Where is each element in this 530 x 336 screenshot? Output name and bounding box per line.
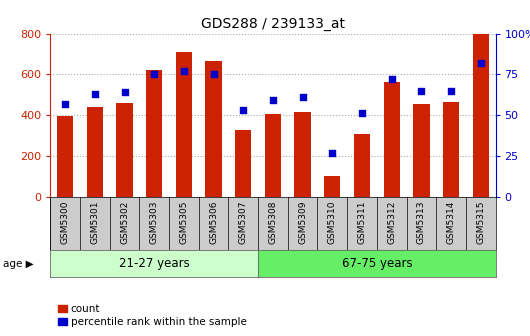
- Text: GSM5313: GSM5313: [417, 201, 426, 244]
- Point: [417, 88, 426, 93]
- Bar: [87, 107, 103, 197]
- Text: GSM5315: GSM5315: [476, 201, 485, 244]
- Title: GDS288 / 239133_at: GDS288 / 239133_at: [201, 17, 345, 31]
- Bar: [324, 176, 340, 197]
- Point: [269, 98, 277, 103]
- Point: [180, 69, 188, 74]
- Bar: [443, 102, 459, 197]
- Text: GSM5302: GSM5302: [120, 201, 129, 244]
- Bar: [473, 34, 489, 197]
- Point: [209, 72, 218, 77]
- Text: GSM5308: GSM5308: [269, 201, 277, 244]
- Point: [387, 77, 396, 82]
- Point: [447, 88, 455, 93]
- Bar: [384, 82, 400, 197]
- Text: GSM5307: GSM5307: [239, 201, 248, 244]
- Point: [358, 111, 366, 116]
- Text: 67-75 years: 67-75 years: [341, 257, 412, 270]
- Text: GSM5311: GSM5311: [358, 201, 366, 244]
- Point: [328, 150, 337, 155]
- Bar: [57, 116, 73, 197]
- Text: GSM5303: GSM5303: [150, 201, 158, 244]
- Text: age ▶: age ▶: [3, 259, 33, 269]
- Text: GSM5306: GSM5306: [209, 201, 218, 244]
- Bar: [413, 104, 429, 197]
- Bar: [206, 61, 222, 197]
- Bar: [354, 134, 370, 197]
- Text: GSM5314: GSM5314: [447, 201, 455, 244]
- Text: 21-27 years: 21-27 years: [119, 257, 190, 270]
- Bar: [117, 103, 132, 197]
- Point: [120, 90, 129, 95]
- Bar: [176, 52, 192, 197]
- Text: GSM5305: GSM5305: [180, 201, 188, 244]
- Point: [91, 91, 99, 96]
- Text: GSM5301: GSM5301: [91, 201, 99, 244]
- Text: GSM5300: GSM5300: [61, 201, 69, 244]
- Bar: [295, 112, 311, 197]
- Text: GSM5309: GSM5309: [298, 201, 307, 244]
- Legend: count, percentile rank within the sample: count, percentile rank within the sample: [58, 304, 246, 327]
- Bar: [265, 114, 281, 197]
- Text: GSM5310: GSM5310: [328, 201, 337, 244]
- Point: [476, 60, 485, 66]
- Point: [150, 72, 158, 77]
- Point: [61, 101, 69, 107]
- Bar: [146, 70, 162, 197]
- Point: [298, 94, 307, 100]
- Bar: [235, 130, 251, 197]
- Point: [239, 108, 248, 113]
- Text: GSM5312: GSM5312: [387, 201, 396, 244]
